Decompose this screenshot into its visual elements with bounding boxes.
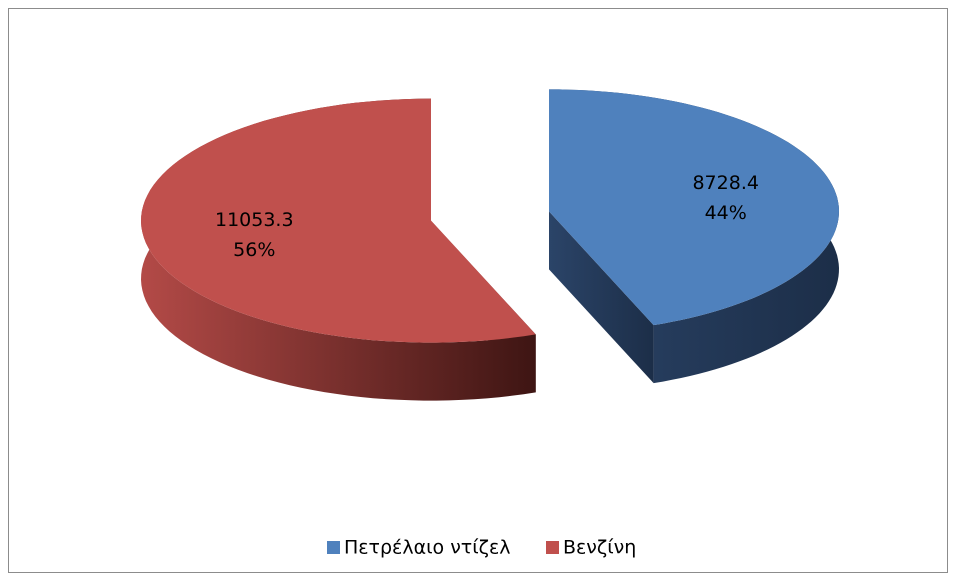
slice (549, 89, 839, 326)
legend-swatch (327, 541, 340, 554)
legend-label: Βενζίνη (563, 537, 636, 559)
slice (141, 98, 536, 343)
percent-label: 56% (233, 239, 275, 261)
percent-label: 44% (705, 202, 747, 224)
legend-label: Πετρέλαιο ντίζελ (344, 537, 511, 559)
pie: 8728.4 44% 11053.3 56% (141, 89, 839, 401)
data-label: 11053.3 (215, 209, 294, 231)
data-label: 8728.4 (692, 172, 758, 194)
legend-swatch (546, 541, 559, 554)
legend: Πετρέλαιο ντίζελ Βενζίνη (327, 537, 636, 559)
slice-cut-face (549, 211, 654, 384)
